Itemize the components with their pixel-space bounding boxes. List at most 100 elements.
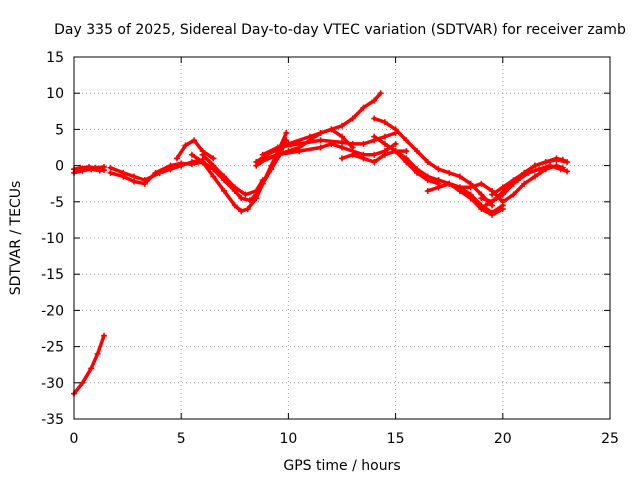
data-point: [360, 104, 367, 111]
data-point: [559, 164, 566, 171]
data-point: [182, 142, 189, 149]
data-point: [392, 140, 399, 147]
y-tick-label: 15: [46, 50, 64, 66]
data-point: [79, 379, 86, 386]
data-point: [467, 191, 474, 198]
data-point: [328, 126, 335, 133]
data-point: [107, 164, 114, 171]
data-point: [510, 191, 517, 198]
data-point: [306, 133, 313, 140]
data-point: [296, 148, 303, 155]
data-point: [392, 126, 399, 133]
data-point: [478, 180, 485, 187]
data-point: [521, 169, 528, 176]
data-point: [259, 177, 266, 184]
x-axis-label: GPS time / hours: [283, 458, 400, 474]
data-point: [446, 180, 453, 187]
data-point: [238, 195, 245, 202]
data-series: [71, 90, 571, 397]
data-point: [371, 151, 378, 158]
data-point: [482, 202, 489, 209]
data-point: [242, 191, 249, 198]
data-point: [424, 187, 431, 194]
y-tick-label: -30: [41, 376, 64, 392]
data-point: [371, 133, 378, 140]
grid: [74, 57, 610, 419]
data-point: [564, 168, 571, 175]
data-point: [221, 187, 228, 194]
data-point: [191, 137, 198, 144]
data-point: [414, 148, 421, 155]
x-tick-label: 20: [494, 431, 512, 447]
data-point: [510, 177, 517, 184]
data-point: [238, 208, 245, 215]
data-point: [456, 173, 463, 180]
data-point: [414, 169, 421, 176]
data-point: [101, 332, 108, 339]
x-tick-label: 10: [279, 431, 297, 447]
data-point: [339, 122, 345, 129]
data-point: [152, 169, 159, 176]
data-point: [553, 155, 560, 162]
y-tick-label: 0: [55, 159, 64, 175]
data-point: [542, 166, 549, 173]
data-point: [131, 173, 138, 180]
axis-ticks: -35 -30 -25 -20 -15 -10 -5 0 5 10 15 0 5 10 15 20 25: [41, 50, 619, 447]
data-point: [499, 198, 506, 205]
data-point: [188, 161, 195, 168]
data-point: [199, 151, 206, 158]
data-point: [435, 177, 442, 184]
data-point: [283, 130, 290, 137]
data-point: [88, 166, 95, 173]
y-tick-label: 10: [46, 86, 64, 102]
data-point: [424, 158, 431, 165]
series-line-arc-k: [254, 127, 355, 164]
data-point: [178, 160, 185, 167]
data-point: [499, 184, 506, 191]
data-point: [371, 97, 378, 104]
data-point: [231, 184, 238, 191]
data-point: [542, 158, 549, 165]
data-point: [101, 166, 108, 173]
data-point: [210, 162, 217, 169]
data-point: [489, 191, 496, 198]
y-tick-label: -35: [41, 412, 64, 428]
data-point: [339, 139, 345, 146]
data-point: [246, 197, 253, 204]
x-tick-label: 0: [70, 431, 79, 447]
data-point: [167, 162, 174, 169]
data-point: [283, 137, 290, 144]
data-point: [210, 173, 217, 180]
data-point: [79, 167, 86, 174]
series-line-arc-o: [372, 116, 494, 208]
y-tick-label: -10: [41, 231, 64, 247]
data-point: [339, 155, 345, 162]
data-point: [317, 137, 324, 144]
data-point: [559, 156, 566, 163]
data-point: [131, 178, 138, 185]
data-point: [141, 180, 148, 187]
data-point: [360, 140, 367, 147]
data-point: [489, 209, 496, 216]
data-point: [521, 180, 528, 187]
data-point: [274, 144, 281, 151]
x-tick-label: 25: [601, 431, 619, 447]
data-point: [536, 166, 543, 173]
data-point: [456, 184, 463, 191]
y-tick-label: -20: [41, 303, 64, 319]
data-point: [259, 151, 266, 158]
series-line-arc-a: [72, 333, 106, 396]
data-point: [403, 137, 410, 144]
data-point: [349, 140, 356, 147]
y-tick-label: -25: [41, 340, 64, 356]
data-point: [349, 151, 356, 158]
data-point: [94, 350, 101, 357]
y-tick-label: -15: [41, 267, 64, 283]
data-point: [231, 202, 238, 209]
data-point: [173, 155, 180, 162]
data-point: [564, 158, 571, 165]
data-point: [381, 151, 388, 158]
data-point: [107, 169, 114, 176]
data-point: [392, 148, 399, 155]
